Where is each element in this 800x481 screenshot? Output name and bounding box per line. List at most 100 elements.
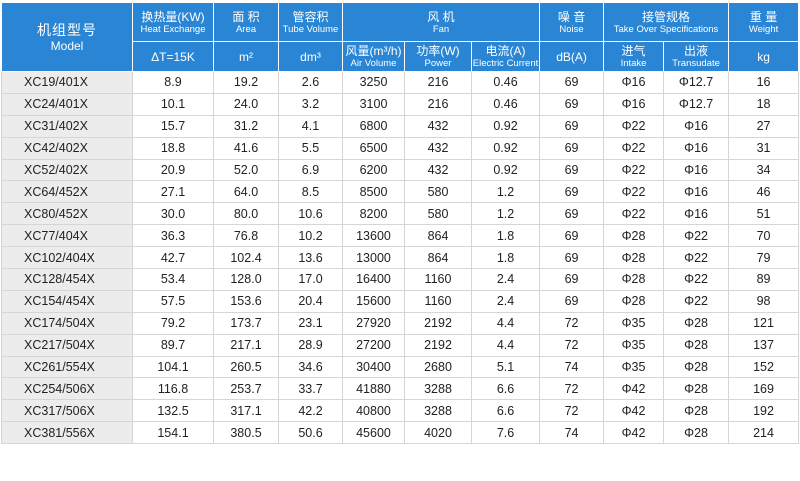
cell-intake: Φ28 (603, 246, 665, 270)
header-heat: 换热量(KW) Heat Exchange (132, 2, 214, 42)
cell-heat-exchange: 36.3 (132, 224, 214, 248)
cell-power: 432 (404, 136, 472, 160)
cell-noise: 72 (539, 333, 605, 357)
cell-transudate: Φ22 (663, 246, 730, 270)
cell-heat-exchange: 57.5 (132, 289, 214, 313)
header-model-en: Model (50, 39, 84, 53)
cell-model: XC77/404X (1, 224, 133, 248)
cell-transudate: Φ28 (663, 421, 730, 445)
cell-intake: Φ35 (603, 311, 665, 335)
cell-area: 64.0 (213, 180, 279, 204)
cell-weight: 152 (728, 355, 800, 379)
cell-heat-exchange: 18.8 (132, 136, 214, 160)
cell-model: XC254/506X (1, 377, 133, 401)
unit-weight: kg (728, 41, 800, 72)
cell-intake: Φ16 (603, 71, 665, 94)
cell-weight: 27 (728, 114, 800, 138)
cell-air-volume: 3250 (342, 71, 405, 94)
cell-area: 380.5 (213, 421, 279, 445)
cell-noise: 72 (539, 377, 605, 401)
cell-noise: 69 (539, 180, 605, 204)
cell-transudate: Φ28 (663, 311, 730, 335)
cell-weight: 137 (728, 333, 800, 357)
table-body: XC19/401X 8.9 19.2 2.6 3250 216 0.46 69 Φ16 Φ12.7… (1, 71, 800, 445)
cell-model: XC381/556X (1, 421, 133, 445)
cell-tube-volume: 50.6 (278, 421, 343, 445)
cell-intake: Φ22 (603, 158, 665, 182)
cell-transudate: Φ22 (663, 268, 730, 291)
cell-area: 173.7 (213, 311, 279, 335)
cell-heat-exchange: 154.1 (132, 421, 214, 445)
cell-model: XC31/402X (1, 114, 133, 138)
header-fan-zh: 风 机 (427, 9, 455, 24)
cell-model: XC102/404X (1, 246, 133, 270)
cell-tube-volume: 10.6 (278, 202, 343, 226)
cell-intake: Φ35 (603, 355, 665, 379)
header-pipe-en: Take Over Specifications (613, 23, 719, 35)
cell-air-volume: 15600 (342, 289, 405, 313)
cell-weight: 34 (728, 158, 800, 182)
table-row: XC381/556X 154.1 380.5 50.6 45600 4020 7.6 74 Φ4… (1, 421, 800, 445)
cell-current: 0.92 (470, 158, 541, 182)
cell-tube-volume: 28.9 (278, 333, 343, 357)
cell-power: 580 (404, 180, 472, 204)
cell-heat-exchange: 79.2 (132, 311, 214, 335)
cell-air-volume: 6500 (342, 136, 405, 160)
cell-intake: Φ22 (603, 202, 665, 226)
cell-intake: Φ35 (603, 333, 665, 357)
cell-area: 253.7 (213, 377, 279, 401)
table-row: XC80/452X 30.0 80.0 10.6 8200 580 1.2 69 Φ22 Φ16 5… (1, 202, 800, 226)
cell-intake: Φ22 (603, 180, 665, 204)
cell-heat-exchange: 132.5 (132, 399, 214, 423)
cell-air-volume: 27920 (342, 311, 405, 335)
cell-power: 864 (404, 246, 472, 270)
cell-intake: Φ42 (603, 399, 665, 423)
cell-power: 4020 (404, 421, 472, 445)
cell-air-volume: 6800 (342, 114, 405, 138)
cell-tube-volume: 20.4 (278, 289, 343, 313)
cell-tube-volume: 8.5 (278, 180, 343, 204)
table-row: XC102/404X 42.7 102.4 13.6 13000 864 1.8 69 Φ28 Φ… (1, 246, 800, 270)
cell-transudate: Φ22 (663, 224, 730, 248)
table-row: XC174/504X 79.2 173.7 23.1 27920 2192 4.4 72 Φ35… (1, 311, 800, 335)
unit-tube: dm³ (278, 41, 343, 72)
table-row: XC24/401X 10.1 24.0 3.2 3100 216 0.46 69 Φ16 Φ12.… (1, 92, 800, 116)
cell-transudate: Φ12.7 (663, 71, 730, 94)
cell-power: 1160 (404, 289, 472, 313)
header-transudate-en: Transudate (672, 58, 720, 69)
header-pipe: 接管规格 Take Over Specifications (603, 2, 730, 42)
cell-area: 128.0 (213, 268, 279, 291)
header-model-zh: 机组型号 (37, 22, 97, 38)
cell-heat-exchange: 104.1 (132, 355, 214, 379)
cell-tube-volume: 17.0 (278, 268, 343, 291)
header-current: 电流(A) Electric Current (470, 41, 541, 72)
cell-intake: Φ28 (603, 224, 665, 248)
cell-current: 6.6 (470, 399, 541, 423)
cell-heat-exchange: 30.0 (132, 202, 214, 226)
cell-area: 217.1 (213, 333, 279, 357)
cell-current: 0.92 (470, 114, 541, 138)
table-row: XC317/506X 132.5 317.1 42.2 40800 3288 6.6 72 Φ4… (1, 399, 800, 423)
cell-current: 1.8 (470, 224, 541, 248)
cell-power: 2192 (404, 333, 472, 357)
cell-transudate: Φ28 (663, 333, 730, 357)
cell-air-volume: 16400 (342, 268, 405, 291)
cell-transudate: Φ16 (663, 158, 730, 182)
header-weight: 重 量 Weight (728, 2, 800, 42)
cell-noise: 69 (539, 246, 605, 270)
header-pipe-zh: 接管规格 (642, 9, 691, 24)
header-area-zh: 面 积 (232, 9, 260, 24)
cell-noise: 69 (539, 92, 605, 116)
cell-tube-volume: 42.2 (278, 399, 343, 423)
table-row: XC42/402X 18.8 41.6 5.5 6500 432 0.92 69 Φ22 Φ16 3… (1, 136, 800, 160)
cell-tube-volume: 2.6 (278, 71, 343, 94)
cell-power: 432 (404, 158, 472, 182)
header-area-en: Area (235, 23, 257, 35)
cell-area: 24.0 (213, 92, 279, 116)
cell-current: 4.4 (470, 311, 541, 335)
header-heat-zh: 换热量(KW) (141, 9, 205, 24)
cell-noise: 69 (539, 136, 605, 160)
cell-transudate: Φ28 (663, 355, 730, 379)
cell-heat-exchange: 42.7 (132, 246, 214, 270)
